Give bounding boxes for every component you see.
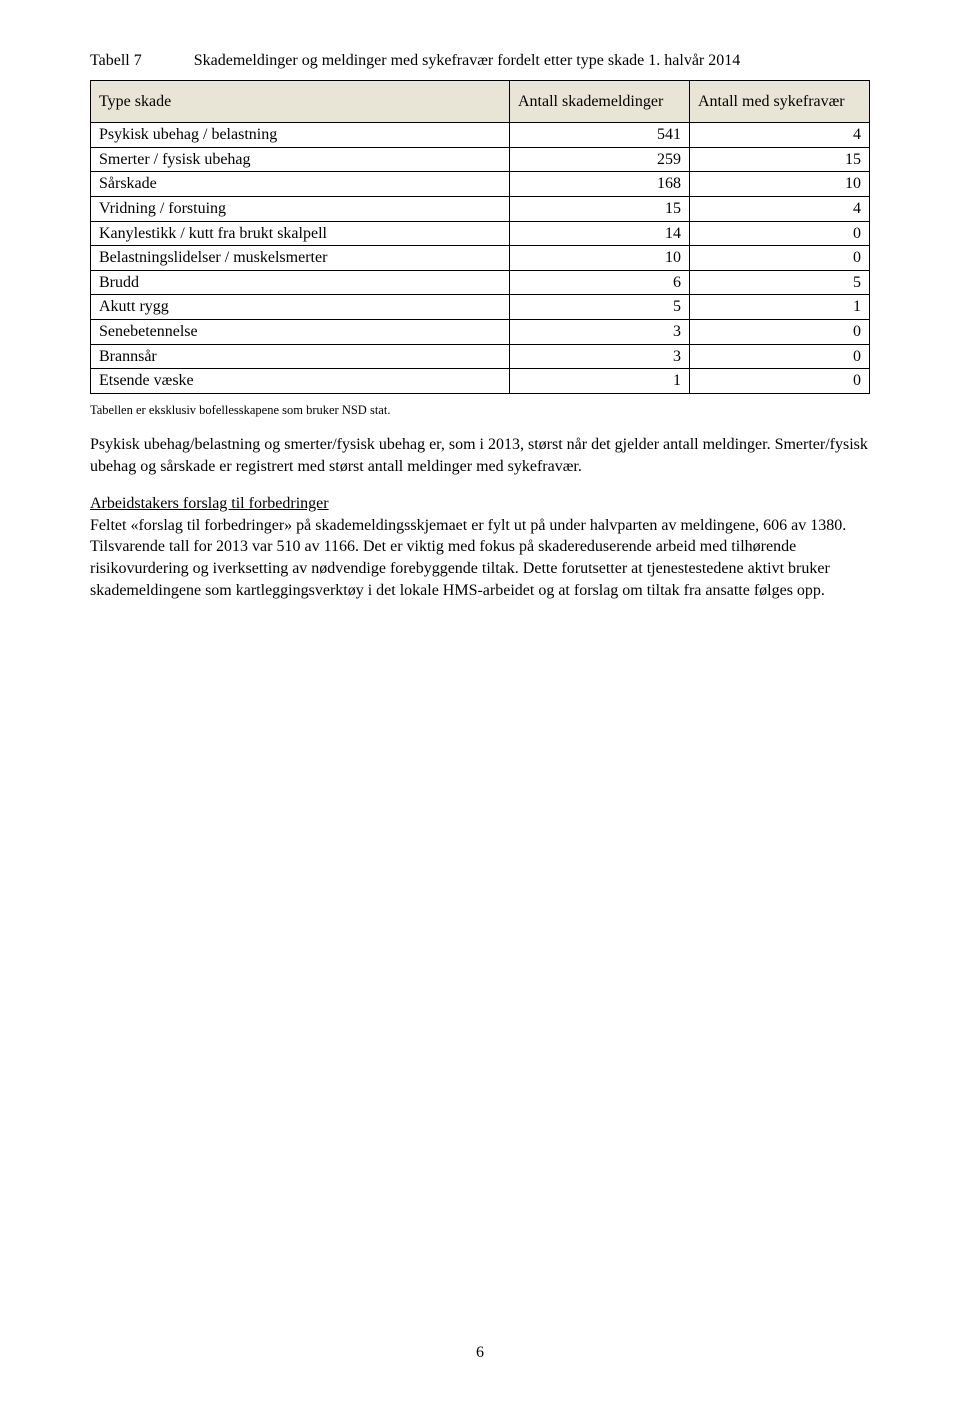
table-cell: Vridning / forstuing [91,196,510,221]
column-header-absence: Antall med sykefravær [690,80,870,123]
table-caption: Tabell 7 Skademeldinger og meldinger med… [90,50,870,72]
table-row: Brudd65 [91,270,870,295]
table-cell: Belastningslidelser / muskelsmerter [91,246,510,271]
table-row: Brannsår30 [91,344,870,369]
table-cell: 1 [510,369,690,394]
table-cell: 1 [690,295,870,320]
table-row: Vridning / forstuing154 [91,196,870,221]
table-cell: 15 [690,147,870,172]
table-cell: 3 [510,344,690,369]
table-cell: 4 [690,196,870,221]
table-cell: Brannsår [91,344,510,369]
paragraph-2: Arbeidstakers forslag til forbedringer F… [90,493,870,601]
table-row: Kanylestikk / kutt fra brukt skalpell140 [91,221,870,246]
table-cell: 0 [690,221,870,246]
table-cell: 541 [510,123,690,148]
table-cell: Etsende væske [91,369,510,394]
table-header-row: Type skade Antall skademeldinger Antall … [91,80,870,123]
table-cell: 0 [690,344,870,369]
table-row: Sårskade16810 [91,172,870,197]
table-cell: Senebetennelse [91,319,510,344]
table-cell: Akutt rygg [91,295,510,320]
paragraph-1: Psykisk ubehag/belastning og smerter/fys… [90,434,870,477]
column-header-type: Type skade [91,80,510,123]
table-cell: 10 [510,246,690,271]
table-note: Tabellen er eksklusiv bofellesskapene so… [90,402,870,418]
table-cell: Kanylestikk / kutt fra brukt skalpell [91,221,510,246]
table-row: Psykisk ubehag / belastning5414 [91,123,870,148]
table-cell: 6 [510,270,690,295]
table-cell: 168 [510,172,690,197]
table-cell: 3 [510,319,690,344]
column-header-count: Antall skademeldinger [510,80,690,123]
table-row: Belastningslidelser / muskelsmerter100 [91,246,870,271]
table-cell: Smerter / fysisk ubehag [91,147,510,172]
table-cell: 0 [690,369,870,394]
table-cell: 15 [510,196,690,221]
table-cell: 0 [690,319,870,344]
table-cell: 4 [690,123,870,148]
table-cell: 10 [690,172,870,197]
table-caption-text: Skademeldinger og meldinger med sykefrav… [194,50,741,72]
table-cell: Psykisk ubehag / belastning [91,123,510,148]
table-row: Etsende væske10 [91,369,870,394]
table-cell: Brudd [91,270,510,295]
table-row: Senebetennelse30 [91,319,870,344]
page-number: 6 [0,1342,960,1364]
table-cell: 5 [510,295,690,320]
paragraph-2-body: Feltet «forslag til forbedringer» på ska… [90,517,846,599]
table-cell: 0 [690,246,870,271]
table-row: Smerter / fysisk ubehag25915 [91,147,870,172]
table-cell: 14 [510,221,690,246]
table-cell: 5 [690,270,870,295]
table-label: Tabell 7 [90,50,194,72]
injury-table: Type skade Antall skademeldinger Antall … [90,80,870,394]
table-cell: Sårskade [91,172,510,197]
table-cell: 259 [510,147,690,172]
table-row: Akutt rygg51 [91,295,870,320]
paragraph-2-heading: Arbeidstakers forslag til forbedringer [90,495,329,512]
